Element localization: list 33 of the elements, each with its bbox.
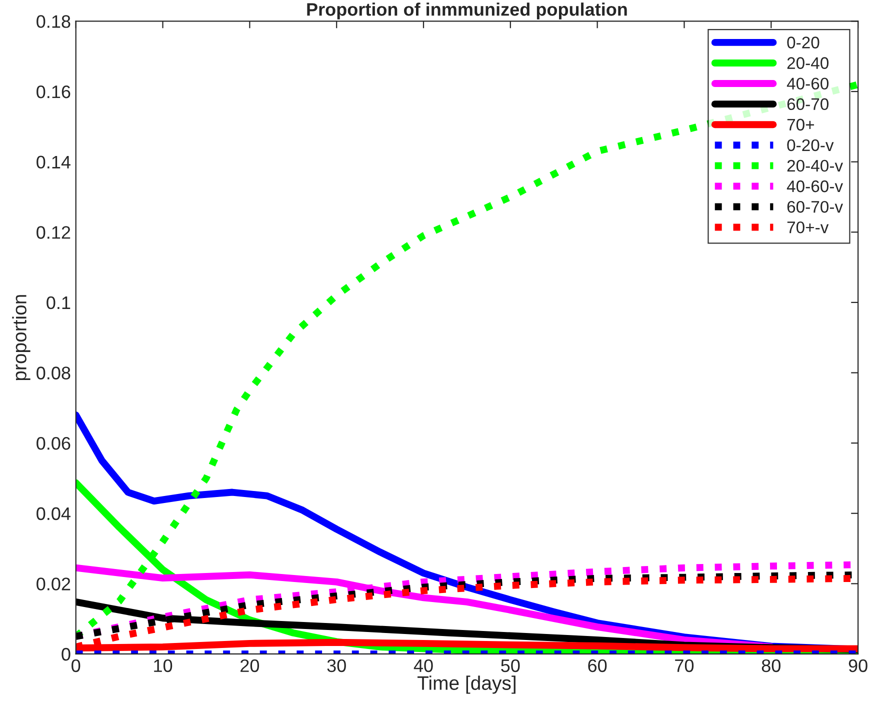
y-tick-label: 0.08 <box>36 366 70 380</box>
y-tick-label: 0.18 <box>36 15 70 28</box>
x-tick-label: 80 <box>762 659 780 672</box>
x-tick-label: 90 <box>848 659 868 672</box>
x-tick-label: 30 <box>327 659 346 672</box>
x-tick-label: 40 <box>414 659 433 672</box>
y-axis-title: proportion <box>12 295 30 380</box>
x-tick-label: 60 <box>588 659 607 672</box>
legend-label: 20-40-v <box>787 160 843 172</box>
x-tick-label: 50 <box>501 659 520 672</box>
legend-label: 70+ <box>787 118 814 131</box>
y-tick-label: 0.1 <box>46 296 70 310</box>
chart-title: Proportion of inmmunized population <box>307 2 627 20</box>
x-tick-label: 10 <box>154 659 172 672</box>
legend-label: 40-60-v <box>786 180 843 192</box>
x-tick-label: 0 <box>72 659 80 672</box>
y-tick-label: 0.12 <box>36 226 70 239</box>
x-tick-label: 70 <box>675 659 694 672</box>
legend-label: 20-40 <box>787 57 829 69</box>
legend-label: 0-20 <box>787 36 820 48</box>
y-tick-label: 0.16 <box>36 85 70 98</box>
y-tick-label: 0.02 <box>36 578 70 590</box>
legend-label: 60-70 <box>787 98 829 110</box>
y-tick-label: 0.04 <box>36 507 70 520</box>
legend-label: 60-70-v <box>787 200 843 213</box>
y-tick-label: 0 <box>62 648 70 661</box>
y-tick-label: 0.14 <box>36 156 70 169</box>
x-axis-title: Time [days] <box>418 676 516 694</box>
legend-label: 70+-v <box>787 221 829 234</box>
y-tick-label: 0.06 <box>36 436 70 450</box>
legend-label: 40-60 <box>786 78 829 90</box>
x-tick-label: 20 <box>240 659 260 672</box>
legend-label: 0-20-v <box>787 139 834 152</box>
